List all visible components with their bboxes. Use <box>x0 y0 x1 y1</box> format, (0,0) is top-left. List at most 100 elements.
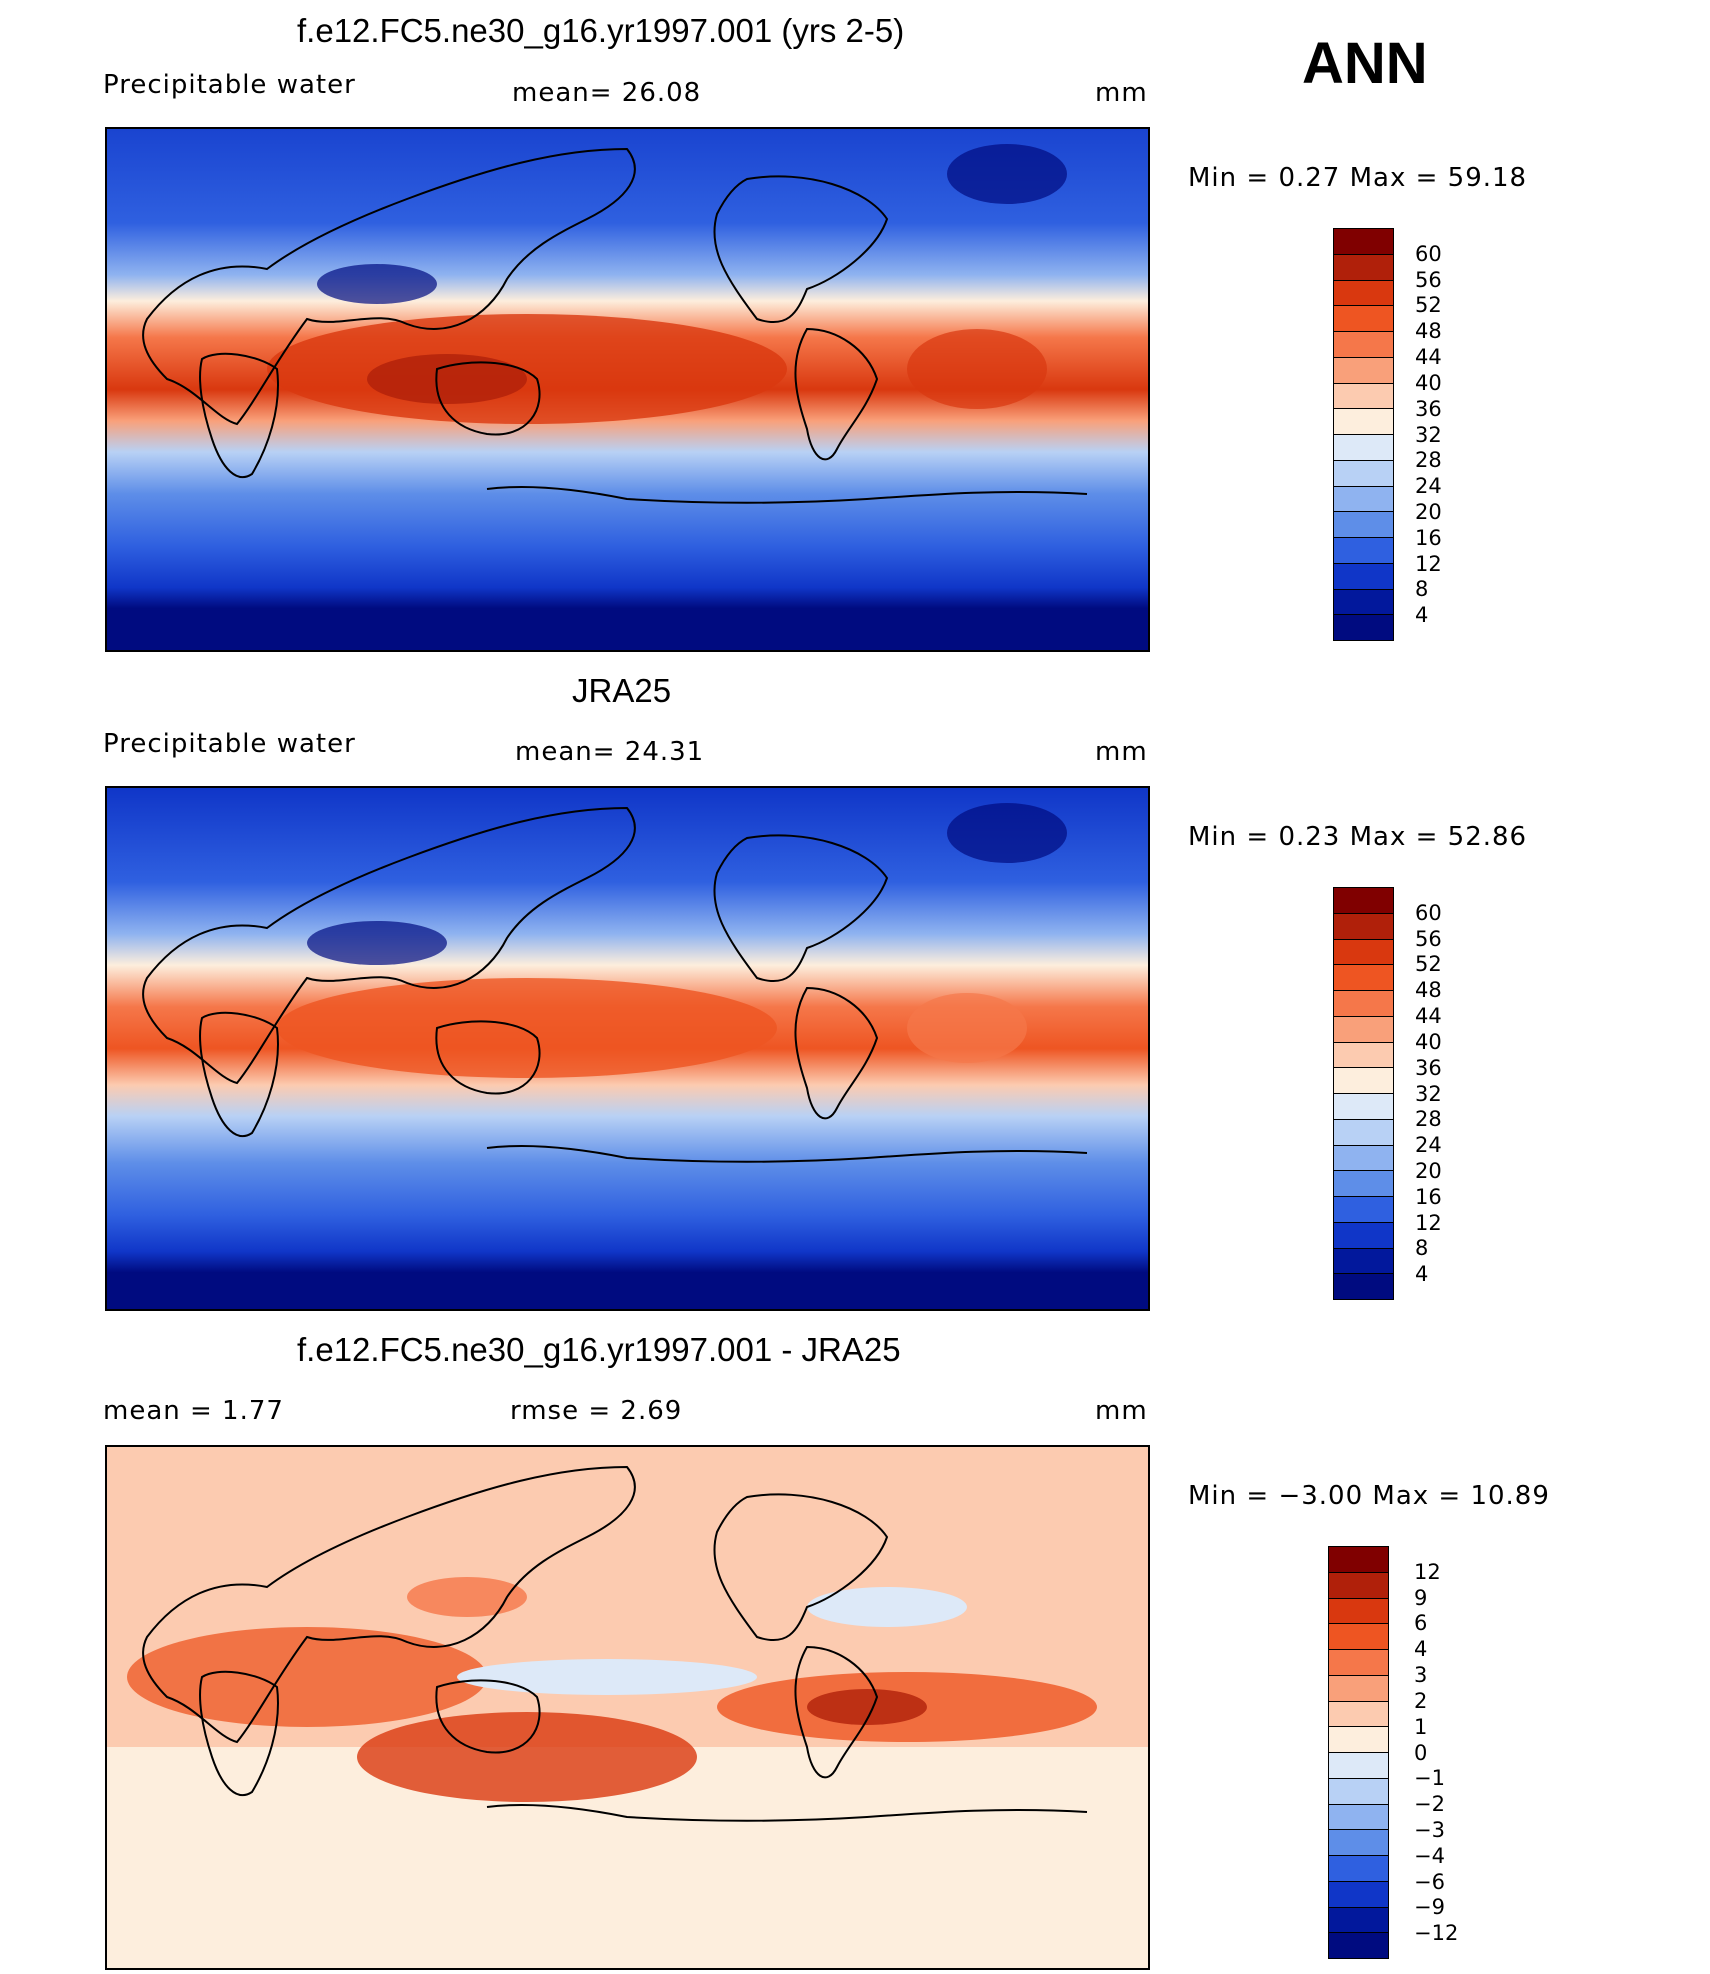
panel2-colorbar-swatch <box>1334 1170 1393 1196</box>
panel3-colorbar-tick-label: 1 <box>1414 1714 1428 1739</box>
panel2-colorbar-tick-label: 12 <box>1415 1210 1442 1235</box>
panel1-colorbar-tick-label: 52 <box>1415 293 1442 318</box>
panel3-colorbar-tick-label: 2 <box>1414 1688 1428 1713</box>
panel3-colorbar-swatch <box>1329 1649 1388 1675</box>
panel2-minmax-label: Min = 0.23 Max = 52.86 <box>1188 822 1528 852</box>
panel3-map-graphic <box>107 1447 1148 1968</box>
panel3-colorbar-swatch <box>1329 1855 1388 1881</box>
panel2-colorbar-swatch <box>1334 1041 1393 1068</box>
panel3-colorbar-tick-label: 0 <box>1414 1740 1428 1765</box>
panel3-colorbar-swatch <box>1329 1674 1388 1701</box>
panel3-colorbar-swatch <box>1329 1932 1388 1958</box>
panel3-map <box>105 1445 1150 1970</box>
panel3-colorbar-swatch <box>1329 1906 1388 1933</box>
panel1-colorbar-tick-label: 28 <box>1415 448 1442 473</box>
panel1-colorbar-swatch <box>1334 485 1393 512</box>
panel3-colorbar-swatch <box>1329 1880 1388 1907</box>
panel2-colorbar-tick-label: 56 <box>1415 926 1442 951</box>
panel1-mean-label: mean= 26.08 <box>512 78 702 108</box>
panel3-colorbar-swatch <box>1329 1547 1388 1572</box>
panel2-colorbar-swatch <box>1334 1196 1393 1222</box>
panel3-colorbar-tick-label: 12 <box>1414 1559 1441 1584</box>
panel1-colorbar-swatch <box>1334 511 1393 537</box>
panel2-colorbar-swatch <box>1334 1093 1393 1119</box>
season-label: ANN <box>1302 31 1428 96</box>
panel2-colorbar-tick-label: 44 <box>1415 1004 1442 1029</box>
panel2-colorbar-swatch <box>1334 888 1393 913</box>
panel2-units-label: mm <box>1095 737 1148 767</box>
panel2-colorbar-swatch <box>1334 1067 1393 1093</box>
panel3-colorbar-tick-label: −6 <box>1414 1869 1445 1894</box>
panel2-colorbar-tick-label: 60 <box>1415 900 1442 925</box>
panel2-colorbar-swatch <box>1334 938 1393 965</box>
panel3-colorbar-swatch <box>1329 1623 1388 1649</box>
panel2-colorbar-tick-label: 4 <box>1415 1262 1429 1287</box>
panel3-rmse-label: rmse = 2.69 <box>510 1396 683 1426</box>
panel3-colorbar-tick-label: −9 <box>1414 1895 1445 1920</box>
panel2-colorbar-tick-label: 16 <box>1415 1184 1442 1209</box>
panel2-colorbar-swatch <box>1334 1118 1393 1145</box>
panel2-colorbar-tick-label: 32 <box>1415 1081 1442 1106</box>
panel1-colorbar-swatch <box>1334 229 1393 254</box>
panel1-map <box>105 127 1150 652</box>
panel2-variable-label: Precipitable water <box>103 729 356 759</box>
panel1-colorbar-tick-label: 8 <box>1415 577 1429 602</box>
panel1-colorbar-swatch <box>1334 382 1393 409</box>
panel1-colorbar-tick-label: 60 <box>1415 241 1442 266</box>
panel2-colorbar-tick-label: 40 <box>1415 1029 1442 1054</box>
panel1-colorbar-tick-label: 16 <box>1415 525 1442 550</box>
panel2-colorbar-swatch <box>1334 964 1393 990</box>
panel1-minmax-label: Min = 0.27 Max = 59.18 <box>1188 163 1528 193</box>
panel1-colorbar-swatch <box>1334 614 1393 640</box>
panel3-colorbar-tick-label: −3 <box>1414 1817 1445 1842</box>
panel3-colorbar-swatch <box>1329 1597 1388 1624</box>
panel1-map-graphic <box>107 129 1148 650</box>
panel1-colorbar-swatch <box>1334 279 1393 306</box>
panel2-mean-label: mean= 24.31 <box>515 737 705 767</box>
panel3-colorbar-swatch <box>1329 1752 1388 1778</box>
panel1-colorbar-tick-label: 12 <box>1415 551 1442 576</box>
panel2-colorbar-swatch <box>1334 1221 1393 1248</box>
panel3-colorbar-swatch <box>1329 1803 1388 1830</box>
panel3-colorbar-tick-label: 4 <box>1414 1637 1428 1662</box>
panel3-colorbar-tick-label: −2 <box>1414 1792 1445 1817</box>
panel1-colorbar-tick-label: 36 <box>1415 396 1442 421</box>
panel2-colorbar-tick-label: 52 <box>1415 952 1442 977</box>
panel2-colorbar-swatch <box>1334 1144 1393 1171</box>
panel3-mean-label: mean = 1.77 <box>103 1396 284 1426</box>
panel2-map-graphic <box>107 788 1148 1309</box>
panel1-colorbar-swatch <box>1334 253 1393 280</box>
panel1-units-label: mm <box>1095 78 1148 108</box>
panel1-colorbar-tick-label: 32 <box>1415 422 1442 447</box>
panel1-colorbar-swatch <box>1334 588 1393 615</box>
panel1-colorbar <box>1333 228 1394 641</box>
panel1-colorbar-tick-label: 56 <box>1415 267 1442 292</box>
panel3-colorbar <box>1328 1546 1389 1959</box>
panel3-units-label: mm <box>1095 1396 1148 1426</box>
panel3-colorbar-swatch <box>1329 1726 1388 1752</box>
panel1-colorbar-tick-label: 20 <box>1415 499 1442 524</box>
panel1-colorbar-tick-label: 48 <box>1415 319 1442 344</box>
panel3-colorbar-tick-label: −12 <box>1414 1921 1459 1946</box>
panel3-colorbar-tick-label: 6 <box>1414 1611 1428 1636</box>
panel3-colorbar-tick-label: 3 <box>1414 1663 1428 1688</box>
panel2-colorbar-swatch <box>1334 1247 1393 1274</box>
panel2-colorbar-tick-label: 36 <box>1415 1055 1442 1080</box>
panel2-colorbar-tick-label: 48 <box>1415 978 1442 1003</box>
panel2-colorbar-tick-label: 8 <box>1415 1236 1429 1261</box>
panel1-colorbar-swatch <box>1334 537 1393 563</box>
panel1-colorbar-tick-label: 40 <box>1415 370 1442 395</box>
panel1-colorbar-swatch <box>1334 459 1393 486</box>
panel1-colorbar-swatch <box>1334 356 1393 383</box>
panel2-colorbar-tick-label: 28 <box>1415 1107 1442 1132</box>
panel2-colorbar-swatch <box>1334 1273 1393 1299</box>
panel1-colorbar-swatch <box>1334 305 1393 331</box>
panel2-map <box>105 786 1150 1311</box>
panel3-colorbar-tick-label: 9 <box>1414 1585 1428 1610</box>
panel1-title: f.e12.FC5.ne30_g16.yr1997.001 (yrs 2-5) <box>297 12 905 49</box>
panel3-minmax-label: Min = −3.00 Max = 10.89 <box>1188 1481 1550 1511</box>
panel1-colorbar-swatch <box>1334 562 1393 589</box>
panel3-colorbar-tick-label: −4 <box>1414 1843 1445 1868</box>
panel2-colorbar-tick-label: 20 <box>1415 1158 1442 1183</box>
panel2-colorbar <box>1333 887 1394 1300</box>
